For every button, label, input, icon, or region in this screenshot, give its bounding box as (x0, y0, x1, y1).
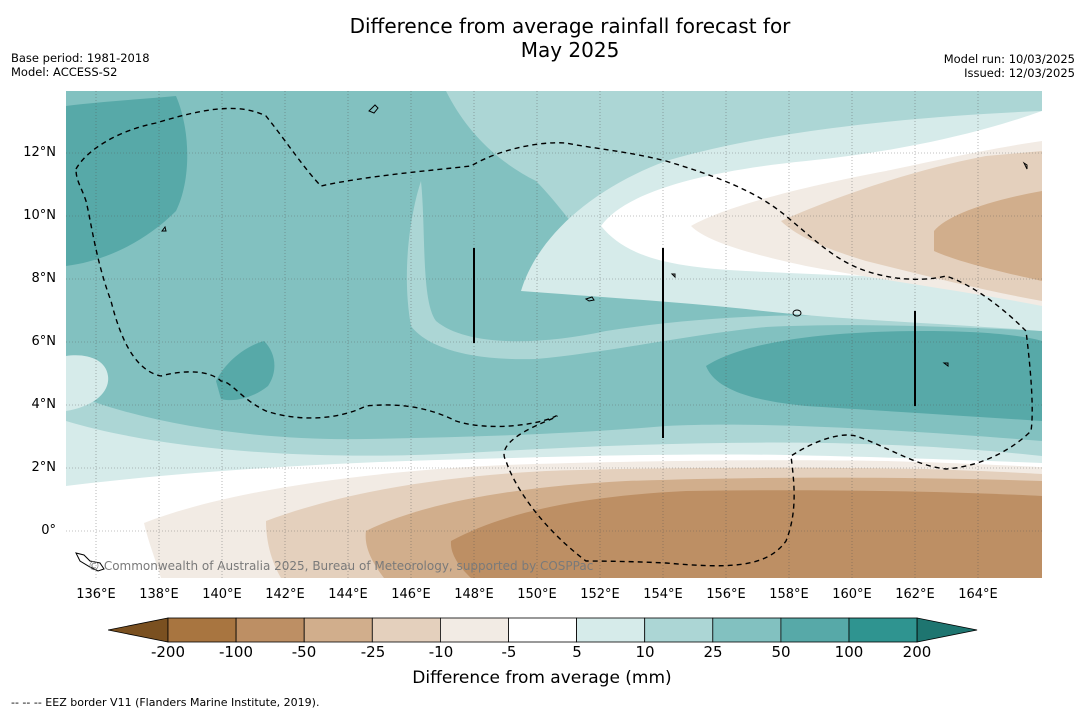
transect-lines (473, 248, 916, 438)
colorbar-swatch (303, 617, 373, 643)
lon-label-160e: 160°E (832, 587, 872, 602)
lon-label-144e: 144°E (328, 587, 368, 602)
model-text: Model: ACCESS-S2 (11, 65, 118, 79)
model-run-text: Model run: 10/03/2025 (943, 52, 1075, 66)
colorbar-swatch (371, 617, 441, 643)
colorbar-swatch (167, 617, 237, 643)
colorbar-label-5: 5 (572, 643, 582, 661)
colorbar-swatch (780, 617, 850, 643)
map-title: Difference from average rainfall forecas… (270, 14, 870, 62)
lon-label-146e: 146°E (391, 587, 431, 602)
colorbar-swatch (439, 617, 509, 643)
band-25-50-small (216, 341, 275, 401)
colorbar-swatch (848, 617, 918, 643)
eez-footnote: -- -- -- EEZ border V11 (Flanders Marine… (11, 696, 320, 709)
band-25-50-east (706, 331, 1042, 421)
map-svg (66, 91, 1042, 578)
lat-label-2n: 2°N (31, 460, 57, 475)
colorbar-label-25: 25 (703, 643, 723, 661)
lat-label-12n: 12°N (23, 145, 56, 160)
lon-label-164e: 164°E (958, 587, 998, 602)
lon-label-158e: 158°E (769, 587, 809, 602)
lat-label-6n: 6°N (31, 334, 57, 349)
island-outlines (75, 104, 1028, 572)
lon-label-152e: 152°E (580, 587, 620, 602)
colorbar-title: Difference from average (mm) (412, 668, 672, 688)
lon-label-140e: 140°E (202, 587, 242, 602)
colorbar-label-neg25: -25 (360, 643, 386, 661)
colorbar-label-neg5: -5 (501, 643, 517, 661)
colorbar-label-neg100: -100 (218, 643, 254, 661)
colorbar-label-200: 200 (902, 643, 932, 661)
colorbar-label-neg200: -200 (150, 643, 186, 661)
meta-left: Base period: 1981-2018 Model: ACCESS-S2 (11, 51, 150, 79)
colorbar-swatch (235, 617, 305, 643)
lon-label-148e: 148°E (454, 587, 494, 602)
band-10-25-mid (406, 181, 1042, 360)
colorbar-label-50: 50 (771, 643, 791, 661)
band-neg-50-100-south (450, 490, 1042, 578)
colorbar-extend-high (916, 617, 978, 643)
meta-right: Model run: 10/03/2025 Issued: 12/03/2025 (944, 52, 1075, 80)
eez-boundary (75, 107, 1033, 567)
lon-label-142e: 142°E (265, 587, 305, 602)
lon-label-136e: 136°E (76, 587, 116, 602)
title-line-1: Difference from average rainfall forecas… (349, 14, 791, 38)
colorbar-swatch (644, 617, 714, 643)
colorbar-swatches (108, 617, 978, 643)
colorbar-extend-low (108, 617, 169, 643)
copyright-text: © Commonwealth of Australia 2025, Bureau… (88, 559, 594, 573)
rainfall-map (66, 91, 1042, 578)
lon-label-138e: 138°E (139, 587, 179, 602)
colorbar-swatch (508, 617, 577, 643)
band-25-50-west (66, 96, 188, 266)
lat-label-8n: 8°N (31, 271, 57, 286)
colorbar-label-neg50: -50 (291, 643, 317, 661)
lon-label-150e: 150°E (517, 587, 557, 602)
lat-label-0: 0° (41, 523, 56, 538)
colorbar-label-10: 10 (635, 643, 655, 661)
base-period-text: Base period: 1981-2018 (11, 51, 150, 65)
lat-label-10n: 10°N (23, 208, 56, 223)
issued-text: Issued: 12/03/2025 (964, 66, 1075, 80)
band-neg-25-50-north (934, 191, 1042, 281)
colorbar-label-neg10: -10 (428, 643, 454, 661)
lat-label-4n: 4°N (31, 397, 57, 412)
band-5-10-west-patch (66, 355, 109, 411)
colorbar-swatch (576, 617, 646, 643)
lon-label-154e: 154°E (643, 587, 683, 602)
colorbar (108, 617, 978, 643)
lon-label-162e: 162°E (895, 587, 935, 602)
colorbar-swatch (712, 617, 782, 643)
title-line-2: May 2025 (520, 38, 620, 62)
colorbar-label-100: 100 (834, 643, 864, 661)
lon-label-156e: 156°E (706, 587, 746, 602)
